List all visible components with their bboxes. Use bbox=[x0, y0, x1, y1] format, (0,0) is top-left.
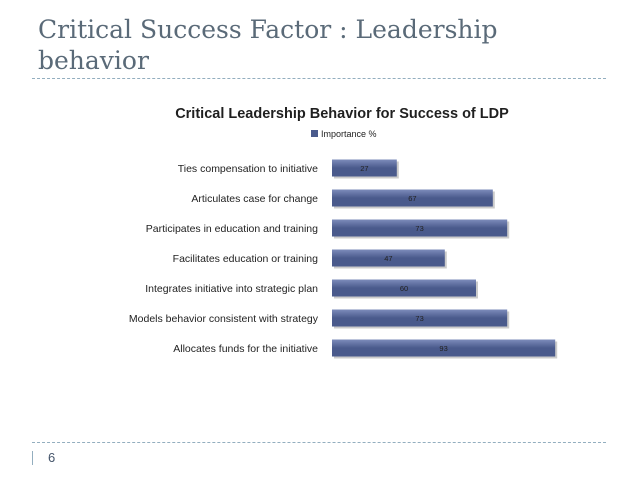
category-label: Participates in education and training bbox=[146, 223, 318, 235]
bar bbox=[332, 219, 508, 237]
category-label: Integrates initiative into strategic pla… bbox=[145, 283, 318, 295]
data-label: 60 bbox=[400, 284, 408, 293]
category-label: Facilitates education or training bbox=[173, 253, 318, 265]
slide-title: Critical Success Factor : Leadership beh… bbox=[38, 15, 498, 75]
data-label: 73 bbox=[415, 314, 423, 323]
data-label: 27 bbox=[360, 164, 368, 173]
footer-mark bbox=[32, 451, 33, 465]
legend-swatch bbox=[311, 130, 318, 137]
data-label: 73 bbox=[415, 224, 423, 233]
bar bbox=[332, 189, 493, 207]
bar bbox=[332, 279, 476, 297]
category-label: Articulates case for change bbox=[191, 193, 318, 205]
chart-title: Critical Leadership Behavior for Success… bbox=[175, 106, 509, 122]
title-divider bbox=[32, 78, 606, 79]
legend: Importance % bbox=[311, 129, 377, 139]
category-label: Ties compensation to initiative bbox=[178, 163, 318, 175]
data-label: 67 bbox=[408, 194, 416, 203]
legend-label: Importance % bbox=[321, 129, 377, 139]
data-label: 47 bbox=[384, 254, 392, 263]
category-label: Models behavior consistent with strategy bbox=[129, 313, 319, 325]
bar bbox=[332, 159, 397, 177]
page-number: 6 bbox=[48, 450, 56, 465]
footer-divider bbox=[32, 442, 606, 443]
category-labels: Ties compensation to initiative Articulat… bbox=[129, 163, 319, 355]
category-label: Allocates funds for the initiative bbox=[173, 343, 318, 355]
bar bbox=[332, 339, 556, 357]
bar bbox=[332, 249, 445, 267]
data-label: 93 bbox=[439, 344, 447, 353]
bars-group: 27 67 73 47 60 73 93 bbox=[332, 159, 558, 359]
bar bbox=[332, 309, 508, 327]
